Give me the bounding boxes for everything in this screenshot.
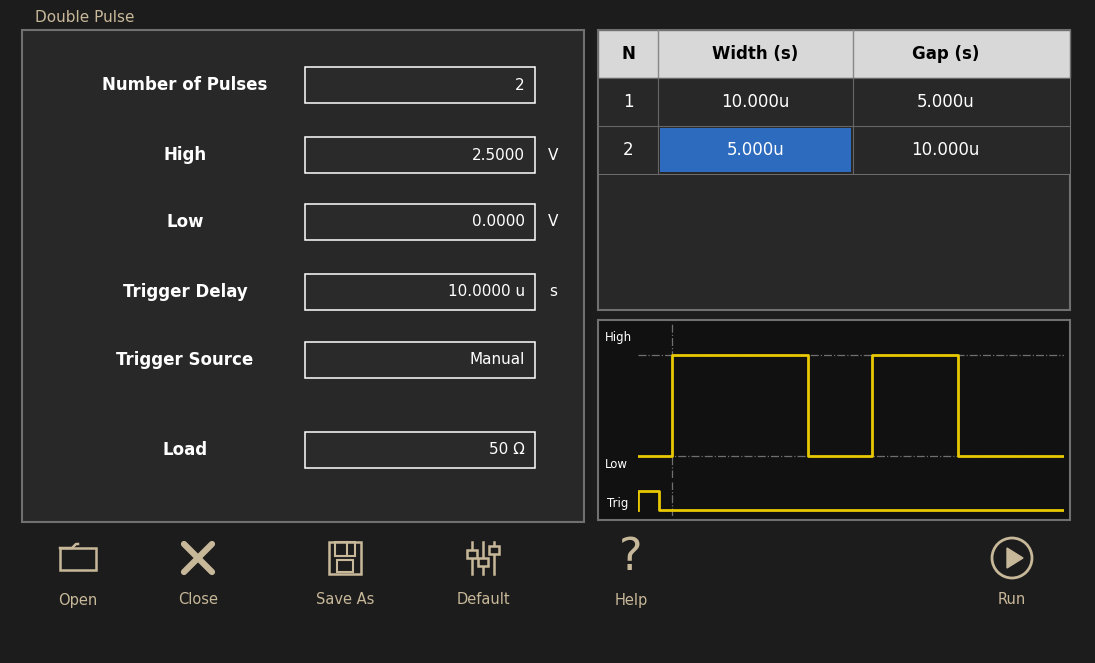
Text: Trigger Source: Trigger Source	[116, 351, 254, 369]
Text: 10.000u: 10.000u	[722, 93, 789, 111]
Text: 5.000u: 5.000u	[917, 93, 975, 111]
Bar	[479, 558, 488, 566]
Text: Open: Open	[58, 593, 97, 607]
Text: 2: 2	[623, 141, 633, 159]
Bar	[306, 67, 535, 103]
Bar	[598, 320, 1070, 520]
Text: ?: ?	[619, 536, 643, 579]
Text: 0.0000: 0.0000	[472, 215, 525, 229]
Bar	[328, 542, 361, 574]
Text: Load: Load	[162, 441, 208, 459]
Text: s: s	[549, 284, 557, 300]
Text: Low: Low	[166, 213, 204, 231]
Bar	[306, 432, 535, 468]
Text: Trigger Delay: Trigger Delay	[123, 283, 247, 301]
Text: High: High	[604, 332, 632, 345]
Polygon shape	[1007, 548, 1023, 568]
Text: Run: Run	[998, 593, 1026, 607]
Bar	[660, 128, 851, 172]
Bar	[306, 137, 535, 173]
Text: 1: 1	[623, 93, 633, 111]
Text: N: N	[621, 45, 635, 63]
Bar	[598, 30, 1070, 310]
Bar	[598, 30, 1070, 78]
Text: Trig: Trig	[608, 497, 629, 509]
Text: Double Pulse: Double Pulse	[35, 9, 135, 25]
Text: Manual: Manual	[470, 353, 525, 367]
Text: Number of Pulses: Number of Pulses	[102, 76, 267, 94]
Text: Close: Close	[178, 593, 218, 607]
Text: Gap (s): Gap (s)	[912, 45, 979, 63]
Text: Default: Default	[457, 593, 510, 607]
Bar	[466, 550, 477, 558]
Text: Low: Low	[604, 457, 627, 471]
Bar	[306, 274, 535, 310]
Text: Width (s): Width (s)	[713, 45, 798, 63]
Text: Help: Help	[614, 593, 647, 607]
Text: Save As: Save As	[315, 593, 374, 607]
Bar	[598, 126, 1070, 174]
Text: 5.000u: 5.000u	[727, 141, 784, 159]
Bar	[306, 342, 535, 378]
Bar	[60, 548, 96, 570]
Bar	[335, 542, 355, 556]
Text: 2.5000: 2.5000	[472, 147, 525, 162]
Text: 50 Ω: 50 Ω	[489, 442, 525, 457]
Bar	[337, 560, 353, 572]
Text: 2: 2	[516, 78, 525, 93]
Text: High: High	[163, 146, 207, 164]
Bar	[22, 30, 584, 522]
Bar	[306, 204, 535, 240]
Bar	[598, 78, 1070, 126]
Bar	[489, 546, 499, 554]
Text: V: V	[548, 147, 558, 162]
Text: V: V	[548, 215, 558, 229]
Text: 10.000u: 10.000u	[911, 141, 980, 159]
Text: 10.0000 u: 10.0000 u	[448, 284, 525, 300]
